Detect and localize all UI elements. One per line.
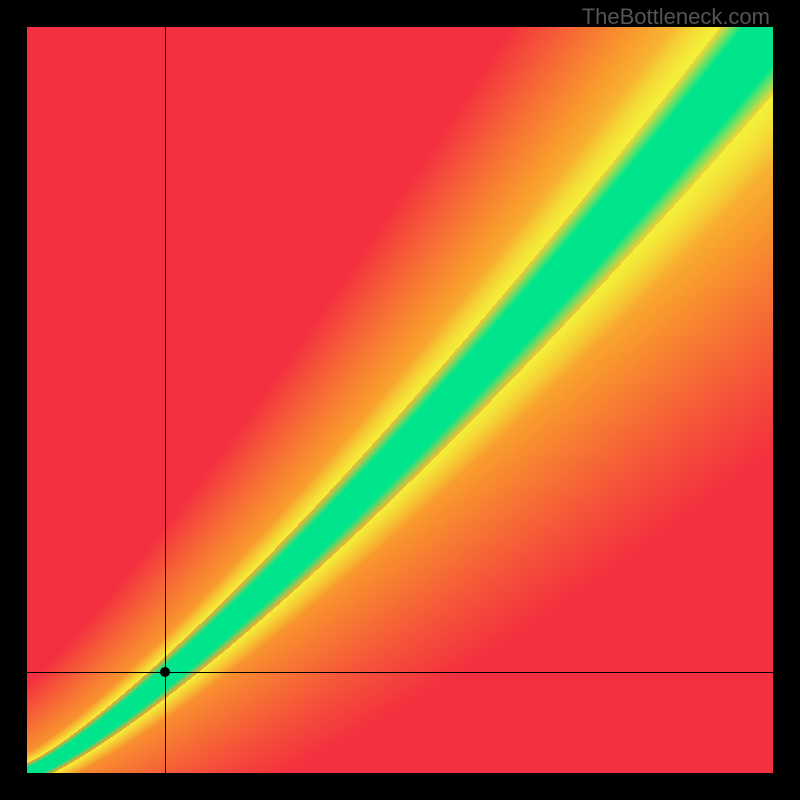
chart-container: TheBottleneck.com	[0, 0, 800, 800]
crosshair-horizontal	[27, 672, 773, 673]
watermark-text: TheBottleneck.com	[582, 4, 770, 30]
bottleneck-heatmap	[27, 27, 773, 773]
crosshair-vertical	[165, 27, 166, 773]
